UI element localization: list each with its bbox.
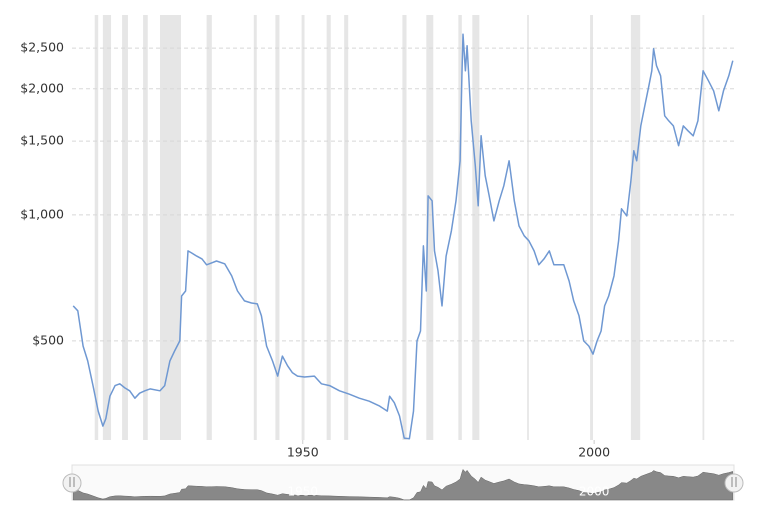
shaded-band (326, 15, 331, 440)
navigator-handle-grip (731, 477, 737, 487)
shaded-band (143, 15, 148, 440)
shaded-band (527, 15, 529, 440)
y-tick-label: $500 (32, 332, 64, 347)
navigator[interactable]: 1950 2000 (62, 464, 744, 501)
x-tick-label: 2000 (578, 445, 610, 460)
price-line (72, 33, 734, 440)
shaded-band (159, 15, 181, 440)
shaded-band (102, 15, 112, 440)
shaded-band (344, 15, 349, 440)
shaded-band (301, 15, 305, 440)
navigator-handle[interactable] (62, 473, 82, 493)
y-tick-label: $1,500 (20, 133, 64, 148)
shaded-band (702, 15, 705, 440)
plot (72, 33, 734, 440)
navigator-area[interactable] (72, 468, 734, 501)
shaded-periods (94, 15, 705, 440)
shaded-band (122, 15, 128, 440)
shaded-band (630, 15, 641, 440)
navigator-handle[interactable] (724, 473, 744, 493)
shaded-band (590, 15, 593, 440)
shaded-band (472, 15, 480, 440)
y-tick-label: $2,500 (20, 40, 64, 55)
x-tick-label: 1950 (287, 445, 319, 460)
shaded-band (206, 15, 212, 440)
navigator-label: 1950 (287, 485, 318, 499)
shaded-band (402, 15, 407, 440)
grid: $500 $1,000 $1,500 $2,000 $2,500 1950 2000 (20, 40, 734, 460)
navigator-handle-grip (69, 477, 75, 487)
navigator-label: 2000 (579, 485, 610, 499)
shaded-band (275, 15, 280, 440)
shaded-band (426, 15, 434, 440)
shaded-band (253, 15, 257, 440)
y-tick-label: $1,000 (20, 206, 64, 221)
shaded-band (94, 15, 99, 440)
shaded-band (458, 15, 462, 440)
y-tick-label: $2,000 (20, 80, 64, 95)
